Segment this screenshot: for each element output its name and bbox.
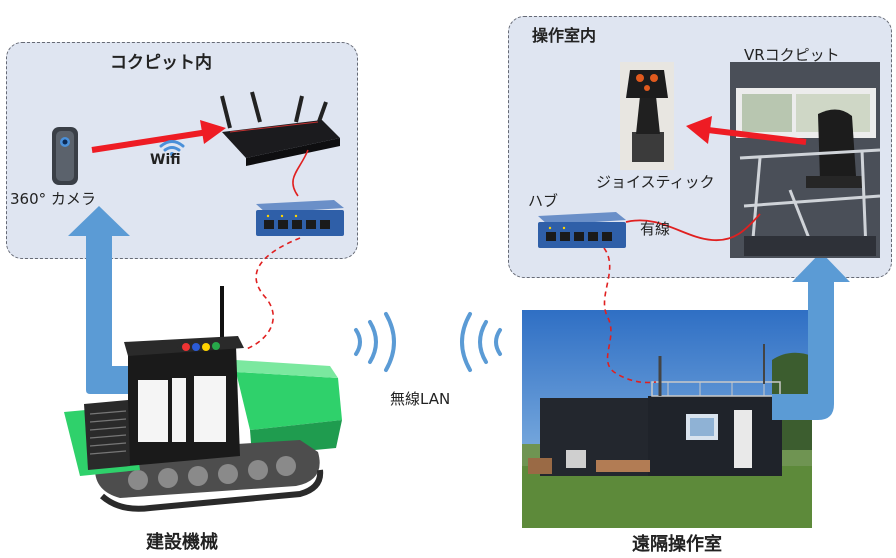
joystick-label: ジョイスティック bbox=[596, 173, 715, 191]
wired-label: 有線 bbox=[640, 220, 671, 238]
wifi-arrow bbox=[91, 120, 226, 153]
vr-to-joystick-arrow bbox=[686, 116, 807, 145]
control-room-panel-title: 操作室内 bbox=[532, 26, 597, 45]
camera-label: 360° カメラ bbox=[10, 190, 96, 208]
camera-360-icon bbox=[52, 127, 78, 185]
machine-wireless-dashed-wire bbox=[243, 237, 301, 351]
remote-control-room-label: 遠隔操作室 bbox=[632, 534, 722, 555]
remote-control-room-photo bbox=[522, 310, 812, 528]
wireless-lan-label: 無線LAN bbox=[390, 390, 451, 408]
construction-machine-label: 建設機械 bbox=[146, 532, 218, 553]
control-hub-icon bbox=[538, 212, 626, 248]
router-icon bbox=[220, 91, 340, 166]
router-switch-wire bbox=[292, 149, 309, 197]
room-to-control-arrow bbox=[772, 252, 850, 420]
wifi-label: Wifi bbox=[150, 152, 181, 168]
wired-connection-line bbox=[625, 213, 761, 242]
wifi-icon bbox=[159, 140, 185, 156]
joystick-photo bbox=[620, 62, 674, 170]
vr-cockpit-photo bbox=[730, 62, 881, 258]
cockpit-panel-title: コクピット内 bbox=[110, 53, 212, 73]
vr-cockpit-label: VRコクピット bbox=[744, 46, 840, 64]
construction-machine-image bbox=[64, 286, 342, 512]
wireless-waves-left-icon bbox=[354, 312, 396, 372]
cockpit-switch-icon bbox=[256, 200, 344, 236]
machine-to-cockpit-arrow bbox=[68, 206, 170, 394]
room-wireless-dashed-wire bbox=[603, 247, 657, 384]
wireless-waves-right-icon bbox=[460, 312, 502, 372]
hub-label: ハブ bbox=[528, 192, 559, 210]
